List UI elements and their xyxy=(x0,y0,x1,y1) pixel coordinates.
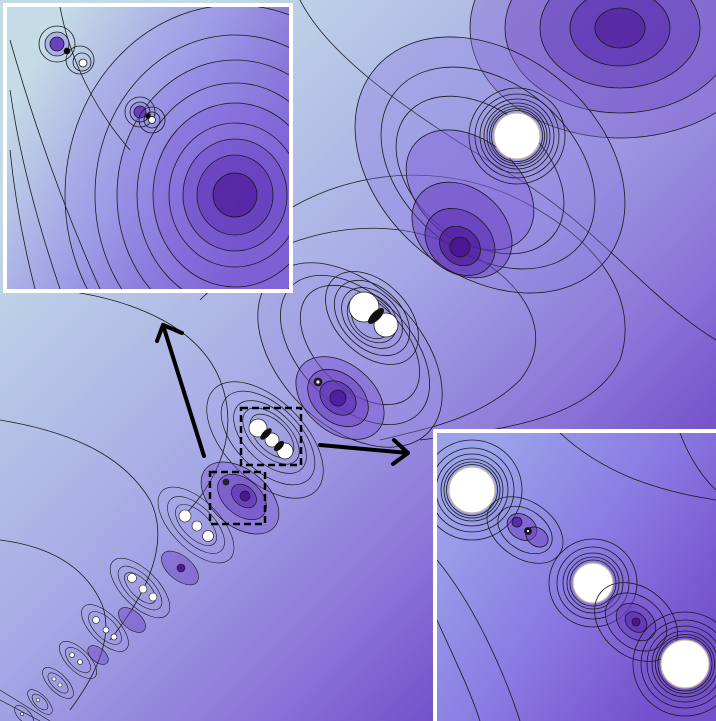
hole-triple-b xyxy=(264,432,280,448)
inset-bottom-right xyxy=(433,429,716,721)
dipole-middle xyxy=(257,262,443,448)
lower-dashed-box xyxy=(208,470,267,526)
dipole-triple xyxy=(200,381,324,535)
hole-triple-a xyxy=(248,418,268,438)
dipole-chain xyxy=(0,486,235,721)
inset-top-left xyxy=(3,3,293,293)
inset-br-hole-b xyxy=(572,562,614,604)
hole-middle-b xyxy=(373,312,399,338)
inset-br-hole-a xyxy=(448,466,496,514)
inset-tl-hole-b xyxy=(148,116,156,124)
dipole-large-upper xyxy=(354,36,626,294)
upper-dashed-box xyxy=(239,406,303,467)
hole-large xyxy=(493,112,541,160)
dark-well-top-right xyxy=(469,0,716,139)
arrow-to-top-left-inset xyxy=(155,323,206,458)
inset-br-hole-c xyxy=(660,639,710,689)
arrow-to-bottom-right-inset xyxy=(318,438,410,466)
inset-tl-hole-a xyxy=(78,58,88,68)
